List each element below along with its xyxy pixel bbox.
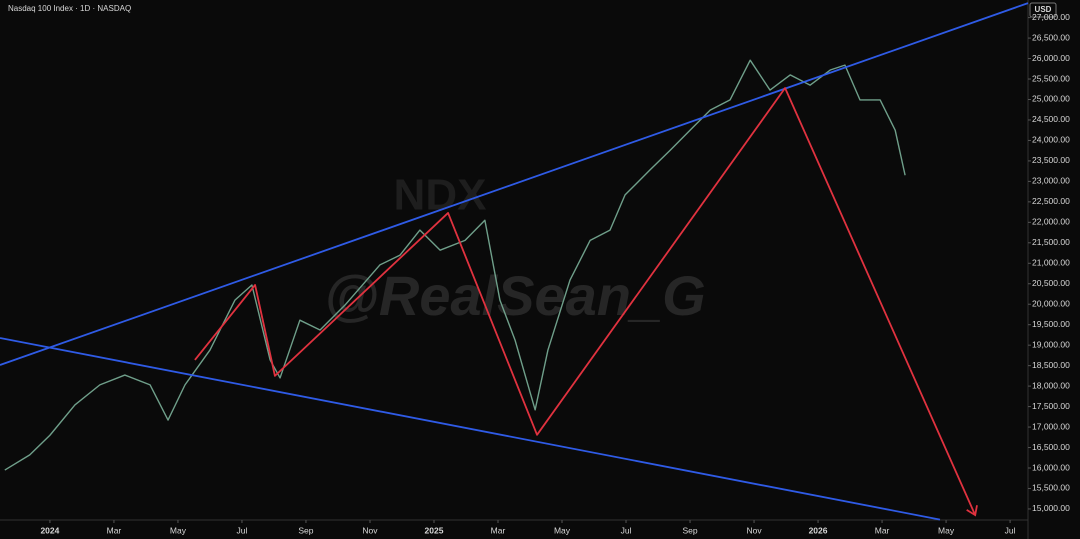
y-tick-label: 25,500.00 — [1032, 73, 1070, 83]
x-tick-label: Nov — [362, 525, 378, 535]
y-tick-label: 17,000.00 — [1032, 421, 1070, 431]
y-tick-label: 24,000.00 — [1032, 135, 1070, 145]
y-tick-label: 16,500.00 — [1032, 442, 1070, 452]
y-tick-label: 23,000.00 — [1032, 176, 1070, 186]
y-tick-label: 20,500.00 — [1032, 278, 1070, 288]
y-tick-label: 24,500.00 — [1032, 114, 1070, 124]
y-tick-label: 22,500.00 — [1032, 196, 1070, 206]
y-tick-label: 15,500.00 — [1032, 483, 1070, 493]
x-tick-label: 2025 — [425, 525, 444, 535]
y-tick-label: 15,000.00 — [1032, 503, 1070, 513]
x-tick-label: Mar — [107, 525, 122, 535]
x-tick-label: Jul — [1005, 525, 1016, 535]
y-tick-label: 26,500.00 — [1032, 32, 1070, 42]
y-tick-label: 18,500.00 — [1032, 360, 1070, 370]
y-tick-label: 27,000.00 — [1032, 12, 1070, 22]
x-tick-label: May — [170, 525, 187, 535]
y-tick-label: 23,500.00 — [1032, 155, 1070, 165]
y-tick-label: 19,500.00 — [1032, 319, 1070, 329]
trend-line — [0, 2, 1029, 366]
y-tick-label: 25,000.00 — [1032, 94, 1070, 104]
x-tick-label: Nov — [746, 525, 762, 535]
x-tick-label: May — [938, 525, 955, 535]
x-tick-label: Mar — [875, 525, 890, 535]
watermark: NDX — [394, 171, 487, 220]
x-tick-label: Sep — [682, 525, 697, 535]
x-tick-label: Sep — [298, 525, 313, 535]
y-tick-label: 20,000.00 — [1032, 298, 1070, 308]
y-tick-label: 22,000.00 — [1032, 217, 1070, 227]
y-tick-label: 26,000.00 — [1032, 53, 1070, 63]
x-tick-label: May — [554, 525, 571, 535]
currency-box — [1029, 2, 1057, 18]
y-tick-label: 18,000.00 — [1032, 380, 1070, 390]
currency-label: USD — [1035, 5, 1052, 14]
y-tick-label: 17,500.00 — [1032, 401, 1070, 411]
y-tick-label: 16,000.00 — [1032, 462, 1070, 472]
arrow-head — [966, 505, 978, 517]
x-tick-label: Jul — [621, 525, 632, 535]
trend-line — [194, 87, 977, 516]
y-tick-label: 21,500.00 — [1032, 237, 1070, 247]
x-tick-label: Mar — [491, 525, 506, 535]
trend-line — [0, 337, 941, 521]
y-tick-label: 19,000.00 — [1032, 339, 1070, 349]
x-tick-label: Jul — [237, 525, 248, 535]
price-line — [4, 59, 906, 471]
watermark: @RealSean_G — [324, 264, 705, 327]
chart-title: Nasdaq 100 Index · 1D · NASDAQ — [8, 4, 131, 13]
y-tick-label: 21,000.00 — [1032, 258, 1070, 268]
x-tick-label: 2024 — [40, 525, 59, 535]
x-tick-label: 2026 — [809, 525, 828, 535]
